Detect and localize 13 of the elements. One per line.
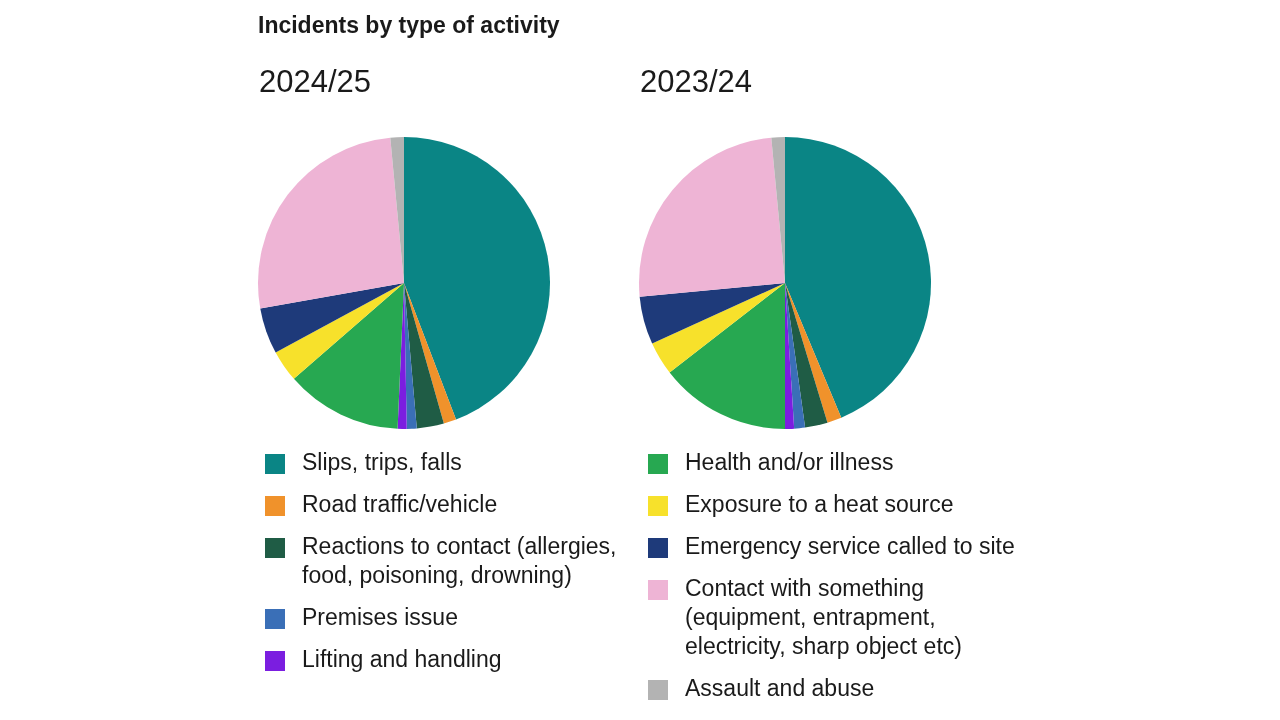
slice-label: 2023/24 bbox=[640, 64, 753, 100]
legend-label: Premises issue bbox=[302, 604, 458, 630]
legend-label: Slips, trips, falls bbox=[302, 449, 462, 475]
legend-label: Road traffic/vehicle bbox=[302, 491, 498, 517]
legend-label: Lifting and handling bbox=[302, 646, 502, 672]
chart-title: Incidents by type of activity bbox=[258, 12, 560, 39]
legend-label: Emergency service called to site bbox=[685, 533, 1015, 559]
slice-label: 2024/25 bbox=[259, 64, 372, 100]
legend-label: Assault and abuse bbox=[685, 675, 875, 701]
legend-label: Exposure to a heat source bbox=[685, 491, 954, 517]
legend-label: Contact with something (equipment, entrapment, electricity, sharp object etc) bbox=[685, 575, 962, 659]
legend-label: Reactions to contact (allergies, food, poisoning, drowning) bbox=[302, 533, 617, 588]
legend-label: Health and/or illness bbox=[685, 449, 894, 475]
